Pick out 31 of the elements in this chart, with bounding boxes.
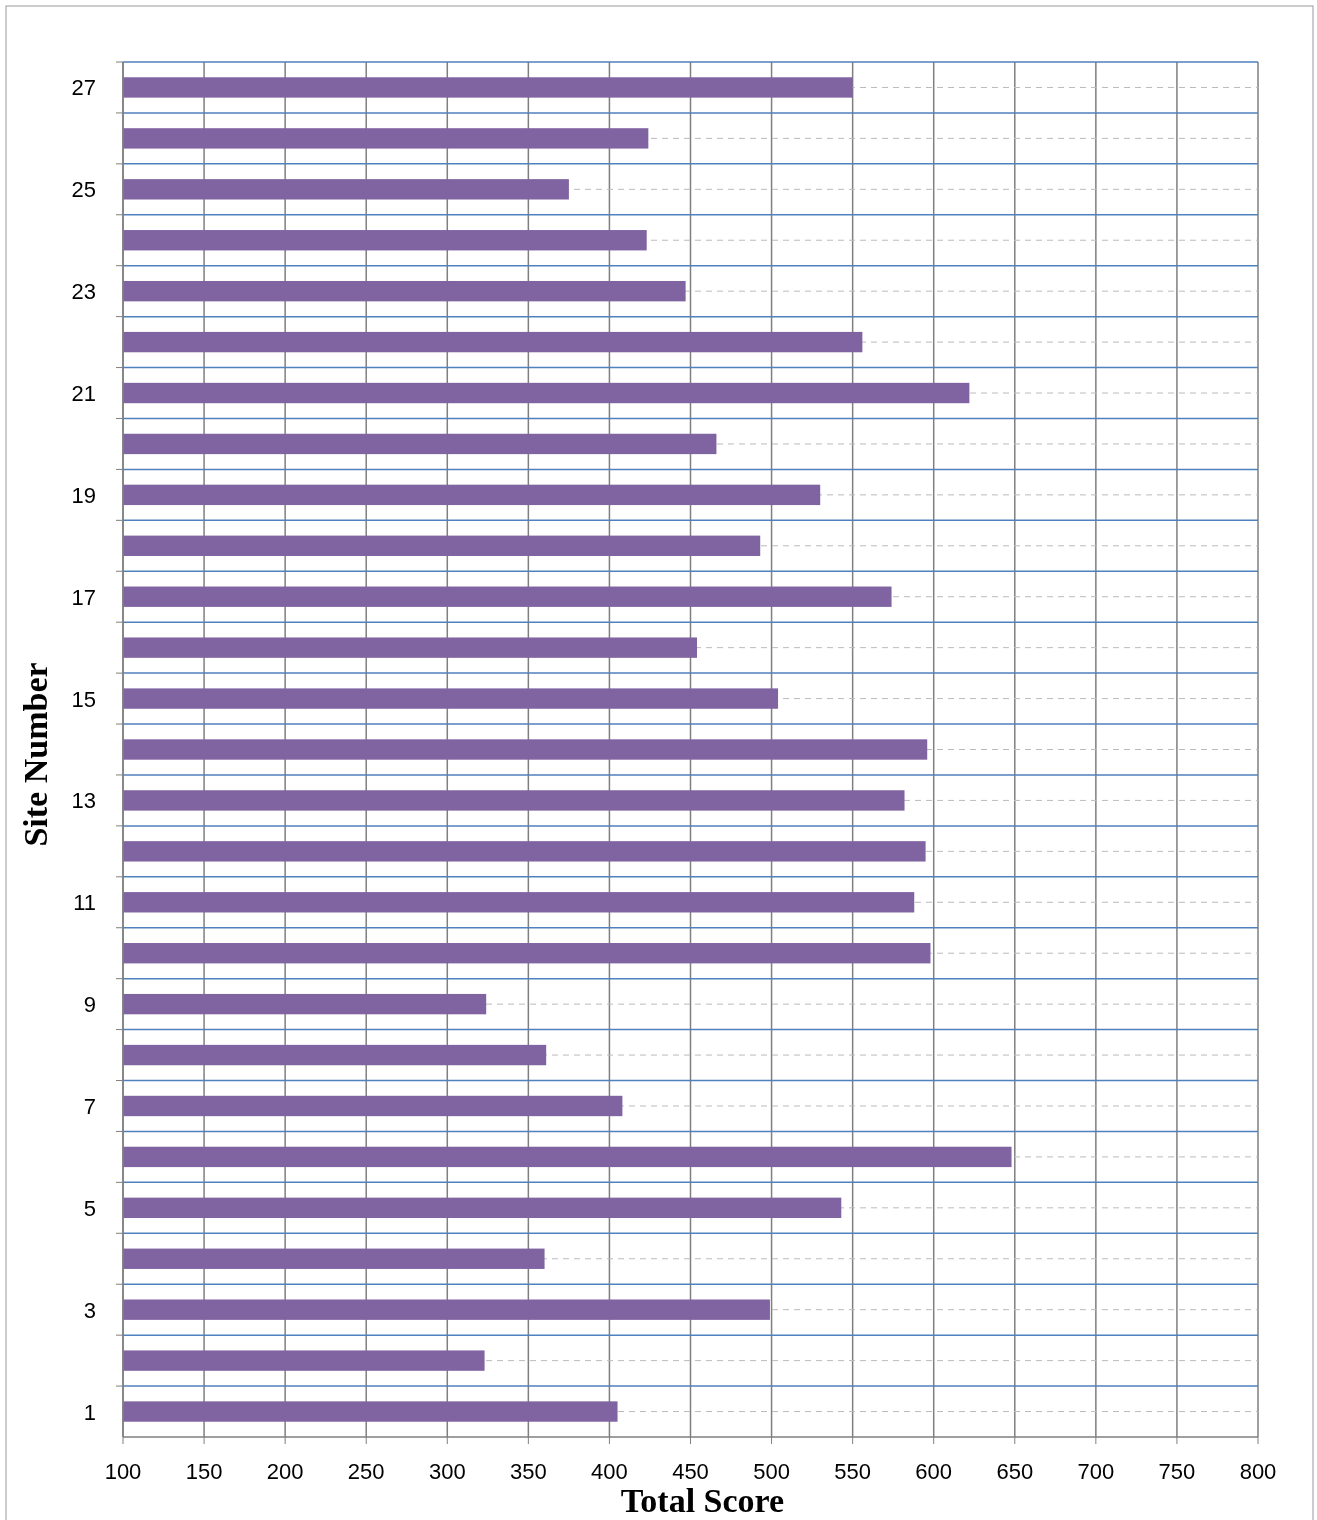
y-tick-label: 19 (71, 482, 96, 508)
x-tick-label: 550 (834, 1459, 871, 1484)
y-tick-label: 13 (71, 788, 96, 814)
y-tick-label: 1 (83, 1399, 96, 1425)
x-tick-label: 750 (1158, 1459, 1196, 1484)
x-tick-label: 250 (347, 1459, 385, 1484)
x-tick-label: 500 (753, 1459, 790, 1484)
y-tick-label: 11 (73, 890, 96, 916)
x-tick-label: 150 (185, 1459, 223, 1484)
y-tick-label: 15 (71, 686, 96, 712)
y-tick-label: 5 (83, 1195, 96, 1221)
x-tick-label: 400 (591, 1459, 628, 1484)
x-tick-label: 650 (996, 1459, 1034, 1484)
y-tick-label: 27 (71, 75, 96, 101)
y-tick-label: 23 (71, 279, 96, 305)
x-tick-label: 800 (1239, 1459, 1277, 1484)
y-tick-label: 25 (71, 177, 96, 203)
y-tick-label: 21 (71, 381, 96, 407)
x-tick-label: 350 (510, 1459, 547, 1484)
x-tick-label: 600 (915, 1459, 953, 1484)
y-axis-title: Site Number (17, 662, 54, 847)
y-tick-label: 7 (83, 1093, 96, 1119)
x-tick-label: 100 (104, 1459, 142, 1484)
y-tick-label: 3 (83, 1297, 96, 1323)
x-axis-title: Total Score (620, 1482, 785, 1519)
x-tick-label: 450 (672, 1459, 709, 1484)
y-tick-label: 17 (71, 584, 96, 610)
x-tick-label: 200 (266, 1459, 304, 1484)
y-tick-label: 9 (83, 992, 96, 1018)
x-tick-label: 300 (428, 1459, 466, 1484)
x-tick-label: 700 (1077, 1459, 1115, 1484)
